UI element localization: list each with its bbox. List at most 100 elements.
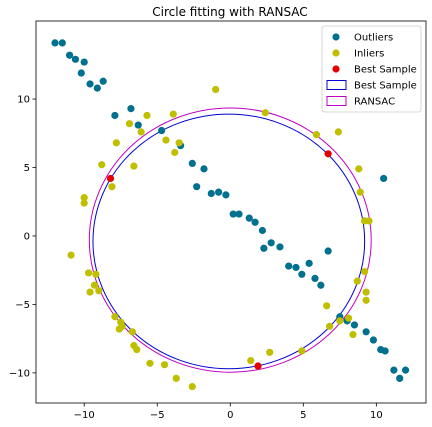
point-outliers-14	[188, 159, 196, 167]
point-outliers-23	[251, 218, 259, 226]
legend-box	[321, 25, 422, 113]
point-outliers-32	[311, 274, 319, 283]
point-inliers-10	[130, 162, 138, 170]
point-inliers-39	[362, 288, 370, 296]
point-inliers-15	[67, 251, 75, 259]
point-outliers-43	[396, 374, 404, 382]
point-inliers-48	[344, 314, 353, 322]
x-tick-label-3: 5	[300, 410, 306, 421]
chart-title: Circle fitting with RANSAC	[152, 5, 307, 19]
point-inliers-24	[128, 328, 137, 336]
y-tick-label-3: 5	[24, 163, 30, 174]
point-outliers-12	[158, 126, 166, 135]
point-outliers-29	[292, 263, 300, 272]
point-outliers-18	[214, 188, 223, 196]
point-outliers-8	[99, 77, 107, 85]
point-inliers-12	[98, 161, 106, 169]
point-outliers-21	[235, 210, 243, 218]
point-best-sample-0	[106, 174, 115, 183]
point-inliers-44	[355, 165, 363, 173]
point-inliers-43	[356, 188, 364, 196]
point-outliers-10	[127, 105, 135, 113]
point-outliers-7	[93, 84, 101, 92]
point-outliers-38	[362, 328, 370, 336]
point-inliers-26	[133, 346, 141, 354]
ticks-layer: −10 −5 0 5 10 −10 −5 0 5 10	[9, 95, 383, 421]
point-inliers-7	[171, 148, 179, 157]
point-inliers-9	[112, 139, 120, 147]
point-inliers-0	[212, 85, 220, 94]
point-outliers-42	[390, 366, 398, 374]
point-inliers-47	[349, 330, 357, 339]
point-outliers-3	[71, 55, 80, 63]
y-tick-label-0: −10	[9, 368, 30, 379]
point-inliers-45	[334, 128, 342, 136]
point-inliers-40	[362, 296, 370, 304]
point-inliers-36	[336, 317, 344, 325]
point-inliers-6	[162, 136, 170, 144]
point-outliers-17	[207, 189, 215, 198]
point-outliers-20	[229, 210, 237, 218]
point-outliers-4	[80, 58, 88, 66]
point-outliers-34	[324, 247, 332, 255]
point-outliers-5	[77, 69, 85, 77]
point-inliers-3	[143, 111, 151, 120]
legend-marker-2	[332, 65, 340, 73]
point-outliers-27	[276, 243, 284, 251]
point-inliers-4	[125, 120, 134, 128]
marks-layer	[51, 39, 410, 391]
point-outliers-26	[267, 239, 275, 247]
point-outliers-33	[317, 281, 325, 289]
point-inliers-27	[146, 359, 154, 367]
circle-ransac-4	[88, 107, 372, 373]
point-inliers-13	[80, 194, 88, 202]
point-inliers-1	[261, 109, 269, 117]
point-inliers-42	[361, 217, 369, 225]
point-inliers-5	[137, 128, 145, 136]
legend-swatch-3	[326, 80, 347, 90]
point-inliers-18	[86, 288, 94, 296]
x-tick-label-0: −10	[74, 410, 95, 421]
point-inliers-37	[353, 277, 361, 285]
point-inliers-46	[312, 131, 321, 139]
point-outliers-11	[134, 121, 142, 129]
y-tick-label-1: −5	[15, 300, 30, 311]
point-inliers-2	[169, 110, 177, 118]
circle-best-sample-3	[92, 113, 366, 370]
x-tick-label-4: 10	[370, 410, 383, 421]
point-outliers-30	[298, 270, 306, 278]
point-inliers-30	[188, 382, 196, 391]
point-inliers-23	[118, 322, 126, 330]
point-inliers-35	[323, 302, 331, 310]
point-outliers-16	[193, 183, 201, 191]
point-outliers-31	[305, 259, 313, 267]
legend-swatch-4	[326, 96, 347, 106]
point-inliers-14	[80, 199, 88, 207]
plot-frame	[35, 20, 427, 404]
point-outliers-39	[369, 336, 378, 344]
point-inliers-8	[175, 139, 183, 147]
point-outliers-15	[200, 165, 208, 173]
legend-label-3: Best Sample	[354, 81, 417, 92]
x-tick-label-2: 0	[227, 410, 233, 421]
legend: Outliers Inliers Best Sample Best Sample RAN…	[321, 25, 422, 113]
point-inliers-19	[95, 287, 103, 295]
point-best-sample-1	[324, 150, 332, 158]
point-inliers-16	[84, 269, 93, 277]
point-inliers-29	[172, 374, 180, 382]
legend-label-1: Inliers	[354, 49, 384, 60]
point-outliers-24	[258, 226, 267, 235]
point-inliers-17	[92, 270, 100, 278]
point-inliers-33	[298, 347, 306, 355]
point-outliers-28	[285, 262, 293, 270]
point-inliers-28	[160, 361, 169, 369]
point-outliers-44	[401, 366, 410, 374]
point-outliers-2	[65, 51, 74, 59]
point-outliers-41	[381, 347, 389, 355]
legend-label-0: Outliers	[354, 33, 393, 44]
point-outliers-37	[350, 321, 359, 329]
legend-marker-0	[332, 33, 340, 41]
point-outliers-0	[51, 39, 59, 47]
point-outliers-45	[380, 174, 388, 183]
